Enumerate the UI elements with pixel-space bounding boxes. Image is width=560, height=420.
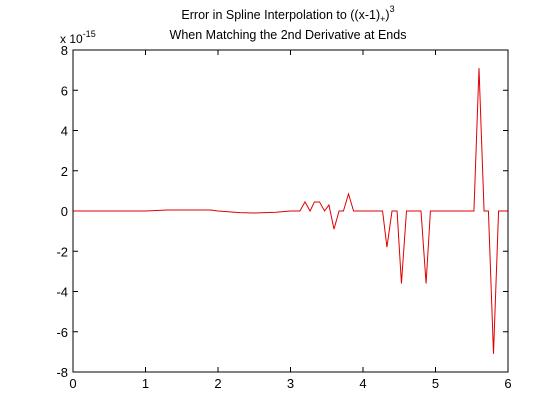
x-tick-label: 3 bbox=[287, 376, 294, 391]
x-tick-label: 1 bbox=[142, 376, 149, 391]
x-tick-label: 4 bbox=[359, 376, 366, 391]
x-tick-label: 2 bbox=[214, 376, 221, 391]
y-tick-label: -8 bbox=[56, 365, 68, 380]
y-tick-label: -2 bbox=[56, 244, 68, 259]
chart-title-line2: When Matching the 2nd Derivative at Ends bbox=[170, 28, 407, 42]
x-tick-label: 0 bbox=[69, 376, 76, 391]
x-tick-label: 5 bbox=[432, 376, 439, 391]
y-tick-label: 4 bbox=[61, 124, 68, 139]
y-tick-label: 6 bbox=[61, 83, 68, 98]
y-tick-label: 2 bbox=[61, 164, 68, 179]
y-tick-label: -4 bbox=[56, 285, 68, 300]
y-tick-label: 0 bbox=[61, 204, 68, 219]
y-tick-label: -6 bbox=[56, 325, 68, 340]
x-tick-label: 6 bbox=[504, 376, 511, 391]
y-tick-label: 8 bbox=[61, 43, 68, 58]
